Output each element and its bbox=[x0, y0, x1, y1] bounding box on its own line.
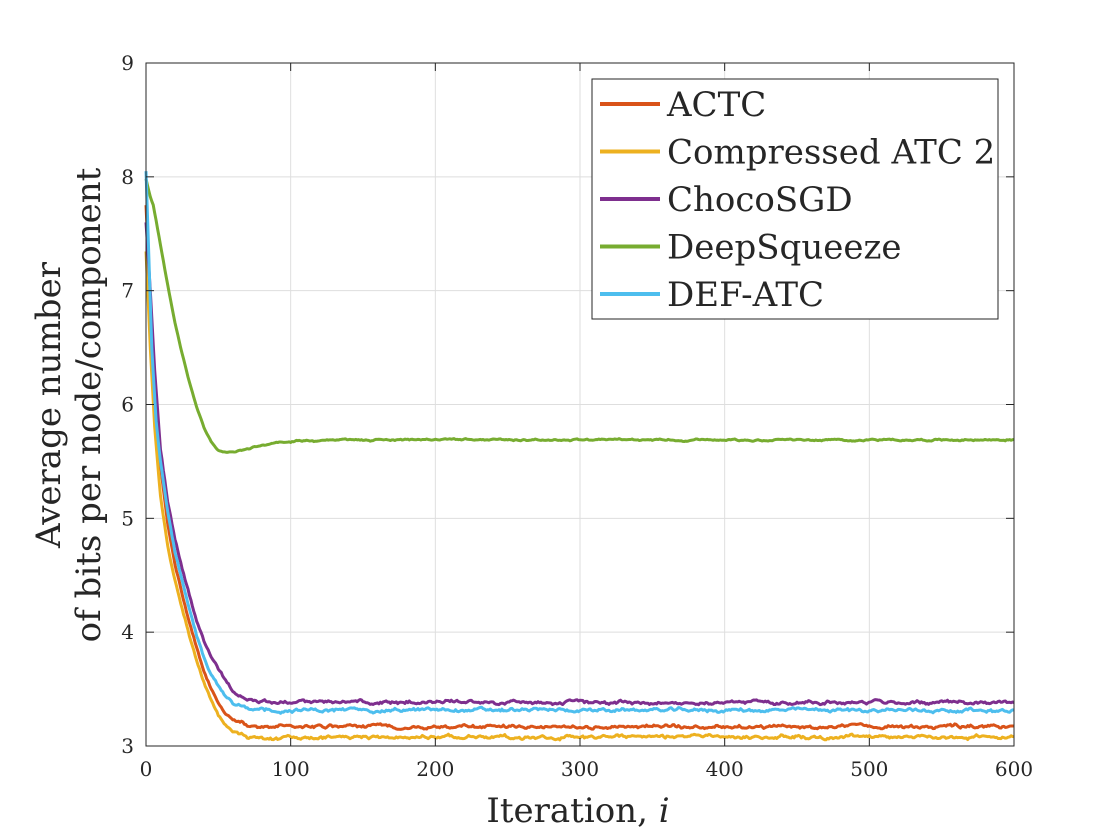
x-axis-title: Iteration, i bbox=[486, 791, 669, 831]
y-tick-label: 7 bbox=[121, 279, 134, 303]
legend-label: DeepSqueeze bbox=[667, 228, 902, 268]
legend-label: Compressed ATC 2 bbox=[667, 133, 995, 173]
series-line-compressed-atc-2 bbox=[144, 251, 1015, 742]
series-line-actc bbox=[144, 205, 1015, 731]
x-tick-label: 0 bbox=[140, 757, 153, 781]
y-tick-label: 3 bbox=[121, 734, 134, 758]
legend-label: ChocoSGD bbox=[667, 180, 853, 220]
legend: ACTC Compressed ATC 2 ChocoSGD DeepSqueeze D… bbox=[591, 78, 999, 320]
series-line-chocosgd bbox=[144, 222, 1015, 707]
y-tick-label: 9 bbox=[121, 51, 134, 75]
y-axis-title-line-2: of bits per node/component bbox=[69, 167, 109, 642]
x-tick-label: 100 bbox=[272, 757, 310, 781]
series-lines bbox=[144, 171, 1015, 742]
x-axis-title-text: Iteration, bbox=[486, 791, 658, 831]
x-tick-label: 600 bbox=[995, 757, 1033, 781]
x-tick-label: 400 bbox=[706, 757, 744, 781]
y-tick-label: 6 bbox=[121, 393, 134, 417]
series-line-def-atc bbox=[144, 171, 1015, 715]
x-tick-label: 200 bbox=[416, 757, 454, 781]
legend-label: DEF-ATC bbox=[667, 275, 824, 315]
x-axis-title-variable: i bbox=[659, 791, 670, 831]
y-tick-label: 5 bbox=[121, 506, 134, 530]
y-axis-title-line-1: Average number bbox=[29, 261, 69, 549]
x-tick-label: 300 bbox=[561, 757, 599, 781]
y-axis-title: Average number of bits per node/componen… bbox=[29, 167, 109, 642]
axis-ticks: 0 100 200 300 400 500 600 3 4 5 6 7 8 9 bbox=[121, 51, 1033, 781]
series-line-deepsqueeze bbox=[144, 178, 1015, 454]
y-tick-label: 8 bbox=[121, 165, 134, 189]
y-tick-label: 4 bbox=[121, 620, 134, 644]
x-tick-label: 500 bbox=[850, 757, 888, 781]
legend-label: ACTC bbox=[666, 85, 766, 125]
